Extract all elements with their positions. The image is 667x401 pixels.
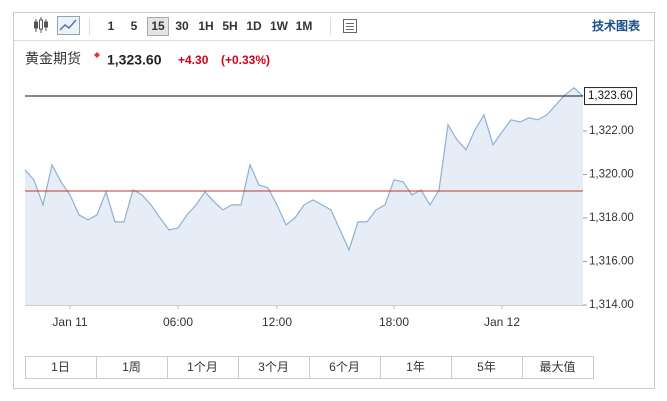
line-icon[interactable] [57, 16, 80, 35]
range-label[interactable]: 6个月 [329, 360, 360, 374]
y-tick-label: 1,318.00 [589, 212, 634, 224]
instrument-name: 黄金期货 [25, 51, 81, 67]
interval-button[interactable]: 1 [108, 19, 115, 33]
interval-button[interactable]: 15 [151, 19, 165, 33]
x-tick-label: 18:00 [379, 315, 409, 329]
area-fill [25, 87, 583, 305]
price-line [24, 87, 584, 252]
interval-button[interactable]: 30 [175, 19, 189, 33]
last-price-label: 1,323.60 [588, 90, 633, 102]
interval-button[interactable]: 1W [270, 19, 289, 33]
range-label[interactable]: 1个月 [187, 360, 218, 374]
range-label[interactable]: 最大值 [539, 359, 575, 374]
y-tick-label: 1,314.00 [589, 299, 634, 311]
x-tick-label: Jan 11 [52, 315, 87, 329]
last-price-box [584, 87, 637, 106]
technical-chart-link[interactable]: 技术图表 [592, 18, 641, 33]
range-label[interactable]: 5年 [477, 360, 496, 374]
table-icon[interactable] [343, 19, 357, 33]
change-pct: (+0.33%) [221, 53, 270, 67]
x-tick-label: 06:00 [163, 315, 193, 329]
range-button[interactable] [522, 356, 594, 379]
interval-button[interactable]: 5 [131, 19, 138, 33]
interval-button[interactable]: 1M [296, 19, 313, 33]
change: +4.30 [178, 53, 209, 67]
range-label[interactable]: 1年 [406, 360, 425, 374]
y-tick-label: 1,320.00 [589, 168, 634, 180]
x-tick-label: Jan 12 [484, 315, 520, 329]
interval-button[interactable]: 5H [222, 19, 237, 33]
interval-button[interactable]: 1D [246, 19, 262, 33]
line-icon-glyph [59, 19, 77, 31]
interval-button[interactable]: 1H [198, 19, 213, 33]
range-label[interactable]: 1周 [122, 360, 141, 374]
x-tick-label: 12:00 [262, 315, 292, 329]
range-label[interactable]: 3个月 [258, 360, 289, 374]
y-tick-label: 1,316.00 [589, 256, 634, 268]
candle-icon[interactable] [34, 17, 48, 33]
interval-selected [147, 17, 169, 36]
price: 1,323.60 [107, 52, 162, 68]
range-label[interactable]: 1日 [51, 360, 70, 374]
y-tick-label: 1,322.00 [589, 125, 634, 137]
marker [94, 52, 100, 58]
